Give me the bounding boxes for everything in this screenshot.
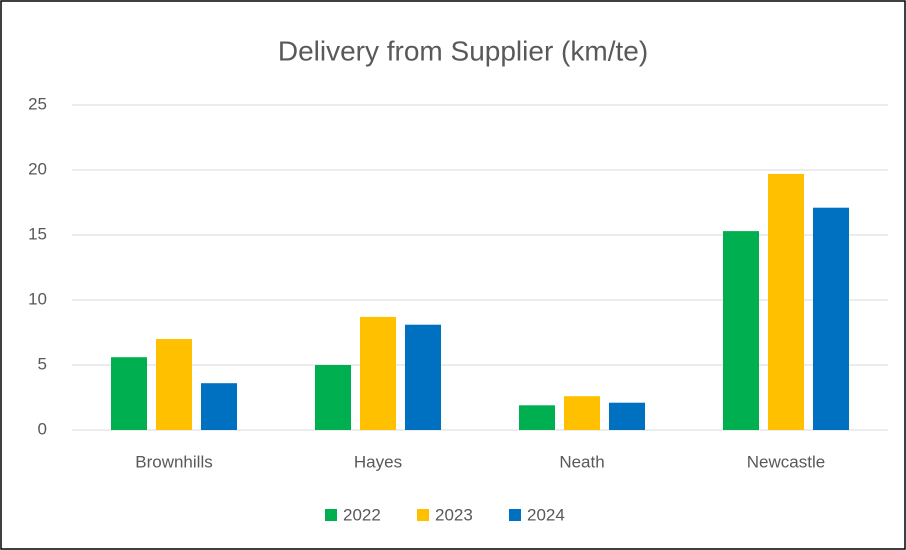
bar (360, 316, 396, 430)
y-tick-label: 25 (28, 94, 47, 113)
bar (156, 339, 192, 430)
x-tick-label: Brownhills (135, 452, 212, 471)
x-tick-label: Neath (559, 452, 604, 471)
bar (111, 357, 147, 430)
x-tick-label: Hayes (354, 452, 402, 471)
legend-label: 2023 (435, 505, 473, 524)
y-tick-label: 0 (38, 419, 47, 438)
y-tick-label: 20 (28, 159, 47, 178)
y-tick-label: 10 (28, 289, 47, 308)
y-tick-label: 15 (28, 224, 47, 243)
chart-title: Delivery from Supplier (km/te) (278, 35, 648, 66)
bar (405, 324, 441, 430)
bar (723, 231, 759, 430)
bar (768, 173, 804, 430)
legend-label: 2022 (343, 505, 381, 524)
y-tick-label: 5 (38, 354, 47, 373)
bar (315, 365, 351, 430)
bar (609, 402, 645, 430)
bar (564, 396, 600, 430)
legend-swatch (509, 509, 521, 521)
bar (813, 207, 849, 430)
legend-label: 2024 (527, 505, 565, 524)
bar (201, 383, 237, 430)
bar (519, 405, 555, 430)
legend-swatch (417, 509, 429, 521)
legend-swatch (325, 509, 337, 521)
x-tick-label: Newcastle (747, 452, 825, 471)
